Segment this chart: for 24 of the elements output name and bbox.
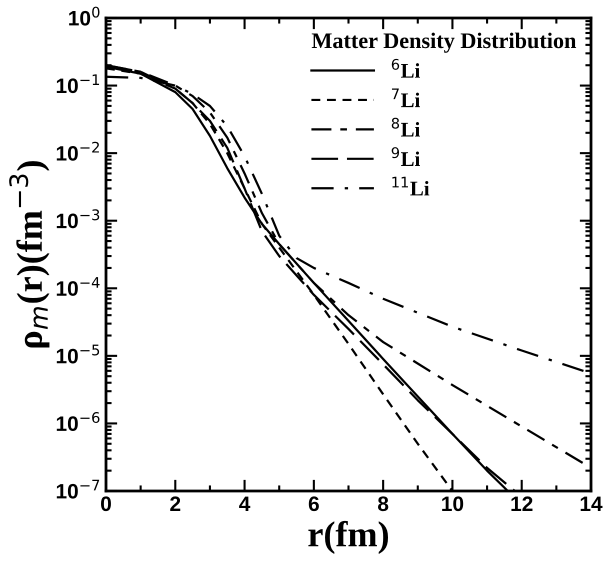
- x-tick-label: 2: [170, 496, 180, 511]
- legend-title: Matter Density Distribution: [312, 32, 576, 53]
- y-tick-label: 10$^{−3}$: [56, 209, 100, 228]
- legend-label: $^{9}$Li: [392, 147, 420, 166]
- x-axis-title: r(fm): [308, 520, 388, 554]
- x-tick-label: 12: [511, 496, 532, 511]
- y-tick-label: 10$^{−5}$: [56, 344, 100, 364]
- y-tick-label: 10$^{0}$: [69, 6, 100, 26]
- x-tick-label: 0: [101, 496, 111, 512]
- y-tick-label: 10$^{−4}$: [56, 277, 100, 296]
- x-tick-label: 8: [378, 496, 388, 512]
- legend-label: $^{11}$Li: [392, 176, 430, 196]
- y-tick-label: 10$^{−7}$: [56, 480, 100, 499]
- x-tick-label: 6: [308, 496, 319, 512]
- legend-label: $^{6}$Li: [392, 58, 420, 78]
- x-tick-label: 10: [442, 496, 464, 512]
- y-tick-label: 10$^{−6}$: [56, 412, 100, 432]
- y-tick-label: 10$^{−2}$: [56, 142, 99, 161]
- y-axis-title: ρ$_{m}$(r)(fm$^{−3}$): [9, 161, 50, 348]
- x-tick-label: 4: [239, 496, 250, 511]
- legend-label: $^{8}$Li: [392, 118, 420, 137]
- legend-label: $^{7}$Li: [392, 88, 420, 108]
- x-tick-label: 14: [580, 496, 602, 511]
- y-tick-label: 10$^{−1}$: [56, 74, 100, 94]
